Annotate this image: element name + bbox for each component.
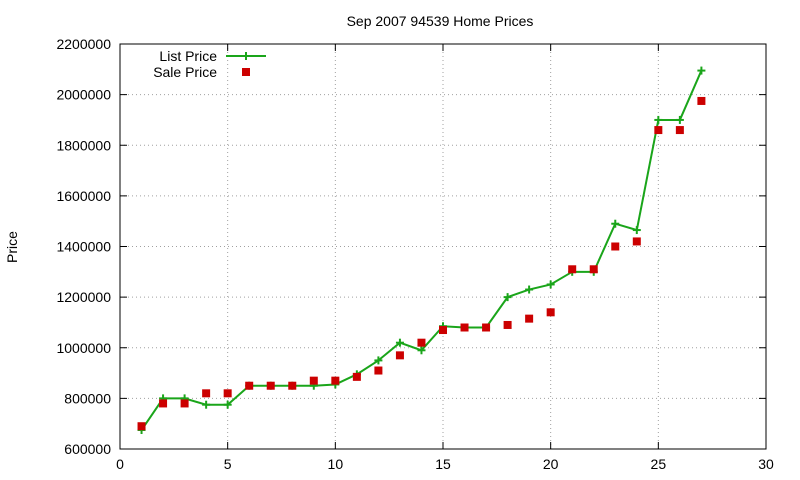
sale-price-point bbox=[611, 242, 620, 251]
list-price-point bbox=[611, 219, 620, 228]
list-price-point bbox=[697, 66, 706, 75]
axis-ticks: 0 5 10 15 20 25 30 600000 800000 1000000 1200000 14… bbox=[56, 36, 774, 472]
chart-title: Sep 2007 94539 Home Prices bbox=[347, 13, 534, 29]
y-tick-label: 1800000 bbox=[56, 137, 111, 153]
list-price-point bbox=[374, 356, 383, 365]
sale-price-point bbox=[245, 381, 254, 390]
y-tick-label: 2200000 bbox=[56, 36, 111, 52]
list-price-point bbox=[503, 293, 512, 302]
y-tick-label: 800000 bbox=[64, 390, 111, 406]
y-tick-label: 1600000 bbox=[56, 188, 111, 204]
sale-price-point bbox=[266, 381, 275, 390]
sale-price-point bbox=[395, 351, 404, 360]
sale-price-point bbox=[202, 389, 211, 398]
sale-price-point bbox=[417, 338, 426, 347]
y-tick-label: 1400000 bbox=[56, 239, 111, 255]
x-tick-label: 30 bbox=[758, 456, 774, 472]
sale-price-point bbox=[439, 326, 447, 335]
sale-price-point bbox=[654, 126, 663, 135]
x-tick-label: 15 bbox=[435, 456, 451, 472]
sale-price-point bbox=[180, 399, 189, 408]
sale-price-point bbox=[632, 237, 641, 246]
plot-frame bbox=[119, 43, 767, 450]
sale-price-point bbox=[675, 126, 684, 135]
x-tick-label: 5 bbox=[224, 456, 232, 472]
sale-price-point bbox=[374, 366, 383, 375]
legend-label: List Price bbox=[159, 48, 217, 64]
list-price-point bbox=[546, 280, 555, 289]
list-price-point bbox=[202, 400, 211, 409]
list-price-point bbox=[632, 226, 641, 235]
sale-price-point bbox=[223, 389, 232, 398]
x-tick-label: 10 bbox=[328, 456, 344, 472]
sale-price-point bbox=[503, 320, 512, 329]
x-tick-label: 0 bbox=[116, 456, 124, 472]
sale-price-point bbox=[159, 399, 168, 408]
y-tick-label: 1000000 bbox=[56, 340, 111, 356]
sale-price-point bbox=[525, 314, 534, 323]
sale-price-point bbox=[288, 381, 297, 390]
sale-price-point bbox=[352, 372, 361, 381]
list-price-point bbox=[675, 115, 684, 124]
list-price-point bbox=[525, 285, 534, 294]
sale-price-point bbox=[697, 96, 706, 105]
x-tick-label: 20 bbox=[543, 456, 559, 472]
legend-square-marker bbox=[242, 68, 250, 76]
gridlines bbox=[120, 44, 766, 449]
sale-price-point bbox=[589, 265, 598, 274]
y-tick-label: 2000000 bbox=[56, 87, 111, 103]
sale-price-point bbox=[482, 323, 491, 332]
series-list-price bbox=[137, 66, 706, 435]
sale-price-point bbox=[137, 422, 146, 431]
sale-price-point bbox=[331, 376, 340, 385]
sale-price-point bbox=[460, 323, 469, 332]
legend-plus-marker bbox=[242, 52, 250, 60]
y-tick-label: 600000 bbox=[64, 441, 111, 457]
list-price-point bbox=[654, 115, 663, 124]
list-price-point bbox=[417, 346, 426, 355]
sale-price-point bbox=[309, 376, 318, 385]
y-tick-label: 1200000 bbox=[56, 289, 111, 305]
y-axis-label: Price bbox=[4, 231, 20, 263]
plot-area bbox=[137, 66, 706, 435]
sale-price-point bbox=[546, 308, 555, 317]
list-price-point bbox=[223, 400, 232, 409]
legend-label: Sale Price bbox=[153, 64, 217, 80]
x-tick-label: 25 bbox=[651, 456, 667, 472]
sale-price-point bbox=[568, 265, 577, 274]
list-price-point bbox=[395, 338, 404, 347]
series-sale-price bbox=[137, 96, 706, 431]
